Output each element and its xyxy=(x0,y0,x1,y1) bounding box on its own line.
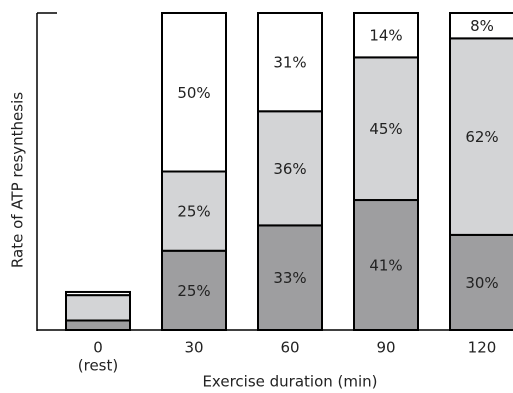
y-axis-label: Rate of ATP resynthesis xyxy=(9,92,27,268)
bar-segment xyxy=(161,249,227,331)
value-label: 50% xyxy=(177,84,210,102)
bar-segment xyxy=(449,233,513,331)
bar-segment xyxy=(161,12,227,173)
value-label: 45% xyxy=(369,120,402,138)
x-tick-label: 30 xyxy=(184,339,203,357)
x-tick-label: 0 xyxy=(93,339,103,357)
value-label: 36% xyxy=(273,160,306,178)
value-label: 31% xyxy=(273,54,306,72)
bar-segment xyxy=(65,294,131,322)
value-label: 62% xyxy=(465,128,498,146)
bar-segment xyxy=(353,199,419,331)
value-label: 25% xyxy=(177,282,210,300)
x-tick-label: 120 xyxy=(468,339,497,357)
bar-segment xyxy=(353,12,419,59)
x-tick-sublabel: (rest) xyxy=(78,357,118,375)
x-tick-label: 90 xyxy=(376,339,395,357)
value-label: 25% xyxy=(177,203,210,221)
bar-segment xyxy=(449,12,513,40)
x-tick-label: 60 xyxy=(280,339,299,357)
bar-segment xyxy=(257,110,323,227)
value-label: 8% xyxy=(470,17,494,35)
bar-segment xyxy=(65,290,131,297)
value-label: 33% xyxy=(273,269,306,287)
bar-segment xyxy=(257,12,323,113)
value-label: 41% xyxy=(369,257,402,275)
bar-segment xyxy=(353,56,419,202)
bar-segment xyxy=(65,319,131,331)
bar-segment xyxy=(257,224,323,331)
value-label: 14% xyxy=(369,27,402,45)
x-axis-label: Exercise duration (min) xyxy=(202,373,377,391)
value-label: 30% xyxy=(465,274,498,292)
